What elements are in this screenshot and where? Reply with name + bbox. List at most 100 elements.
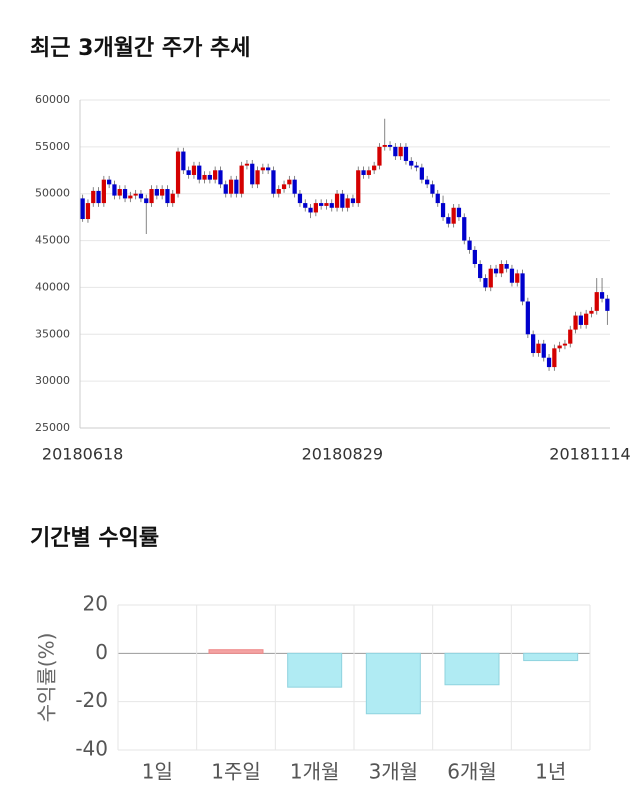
y-tick-label: -20 bbox=[75, 688, 108, 712]
x-tick-label: 1년 bbox=[535, 760, 566, 784]
candle-body bbox=[398, 146, 403, 157]
x-tick-label: 1일 bbox=[142, 760, 173, 784]
bar bbox=[365, 652, 421, 715]
candle-body bbox=[292, 179, 297, 194]
candle-body bbox=[488, 268, 493, 288]
candle-body bbox=[435, 193, 440, 204]
candle-body bbox=[430, 184, 435, 194]
candlestick-chart: 25000 30000 35000 40000 45000 50000 55000 60000… bbox=[35, 93, 631, 464]
candle-body bbox=[313, 203, 318, 213]
candle-body bbox=[478, 264, 483, 279]
candle-body bbox=[515, 273, 520, 283]
candle-body bbox=[504, 264, 509, 269]
candle-body bbox=[419, 167, 424, 180]
candle-body bbox=[186, 170, 191, 175]
candle-body bbox=[239, 165, 244, 194]
candle-body bbox=[493, 268, 499, 274]
candle-body bbox=[218, 170, 223, 185]
x-tick-label: 6개월 bbox=[447, 760, 497, 784]
candle-body bbox=[594, 292, 599, 311]
candle-body bbox=[414, 165, 419, 168]
y-tick-label: 0 bbox=[95, 640, 108, 664]
x-tick-label: 20181114 bbox=[549, 445, 630, 464]
bar bbox=[287, 652, 343, 688]
candle-body bbox=[334, 193, 340, 208]
candle-body bbox=[260, 167, 265, 171]
y-tick-label: 60000 bbox=[35, 93, 70, 106]
candle-body bbox=[207, 174, 212, 180]
candle-body bbox=[271, 170, 276, 194]
candle-body bbox=[250, 163, 255, 185]
candle-body bbox=[509, 268, 515, 283]
x-tick-label: 20180618 bbox=[42, 445, 123, 464]
bar bbox=[208, 649, 264, 654]
candle-body bbox=[138, 193, 144, 199]
candle-body bbox=[144, 198, 149, 204]
y-tick-label: 30000 bbox=[35, 374, 70, 387]
y-tick-label: 40000 bbox=[35, 280, 70, 293]
candle-body bbox=[160, 189, 165, 196]
candle-body bbox=[329, 203, 334, 208]
candle-body bbox=[573, 315, 578, 330]
candle-body bbox=[255, 170, 260, 185]
candle-body bbox=[170, 193, 175, 204]
bar bbox=[444, 652, 500, 686]
candle-body bbox=[319, 203, 324, 206]
candle-body bbox=[562, 343, 568, 346]
candle-body bbox=[525, 301, 530, 335]
candle-body bbox=[297, 193, 303, 204]
candle-body bbox=[165, 189, 170, 204]
y-axis-label: 수익률(%) bbox=[35, 633, 59, 723]
candle-body bbox=[133, 193, 138, 196]
candle-body bbox=[403, 146, 409, 161]
candle-body bbox=[393, 146, 398, 157]
candle-body bbox=[372, 165, 377, 171]
candle-body bbox=[552, 348, 557, 368]
candle-body bbox=[451, 207, 456, 224]
y-tick-label: -40 bbox=[75, 737, 108, 761]
candle-body bbox=[181, 151, 186, 171]
bar bbox=[523, 652, 579, 662]
y-tick-label: 20 bbox=[83, 592, 108, 616]
candle-body bbox=[85, 203, 91, 220]
candle-body bbox=[578, 315, 583, 325]
candle-body bbox=[467, 240, 472, 250]
candle-body bbox=[303, 203, 308, 208]
candle-body bbox=[112, 184, 117, 196]
candle-body bbox=[456, 207, 462, 218]
candle-body bbox=[462, 217, 467, 241]
candle-body bbox=[202, 174, 207, 180]
candle-body bbox=[409, 160, 414, 166]
candle-body bbox=[281, 184, 287, 190]
candle-body bbox=[101, 179, 106, 204]
x-tick-label: 3개월 bbox=[369, 760, 419, 784]
y-tick-label: 55000 bbox=[35, 140, 70, 153]
y-tick-label: 35000 bbox=[35, 327, 70, 340]
x-tick-label: 1주일 bbox=[211, 760, 261, 784]
candle-body bbox=[117, 189, 122, 196]
x-tick-label: 20180829 bbox=[302, 445, 383, 464]
candle-body bbox=[80, 198, 85, 220]
candle-body bbox=[213, 170, 218, 180]
candle-body bbox=[568, 329, 573, 344]
candle-body bbox=[345, 198, 350, 208]
candle-body bbox=[228, 179, 234, 194]
candle-body bbox=[387, 144, 393, 147]
candle-body bbox=[175, 151, 181, 194]
candle-body bbox=[287, 179, 292, 185]
candle-body bbox=[197, 165, 202, 180]
candle-body bbox=[382, 144, 387, 147]
candle-body bbox=[377, 146, 382, 166]
y-tick-label: 25000 bbox=[35, 421, 70, 434]
candle-body bbox=[149, 189, 154, 204]
candle-body bbox=[350, 198, 356, 204]
candle-body bbox=[356, 170, 361, 204]
candle-body bbox=[191, 165, 197, 175]
candle-body bbox=[308, 207, 313, 213]
y-tick-label: 50000 bbox=[35, 187, 70, 200]
candle-body bbox=[425, 179, 430, 185]
candle-body bbox=[234, 179, 239, 194]
candle-body bbox=[531, 334, 536, 354]
candle-body bbox=[244, 163, 250, 166]
